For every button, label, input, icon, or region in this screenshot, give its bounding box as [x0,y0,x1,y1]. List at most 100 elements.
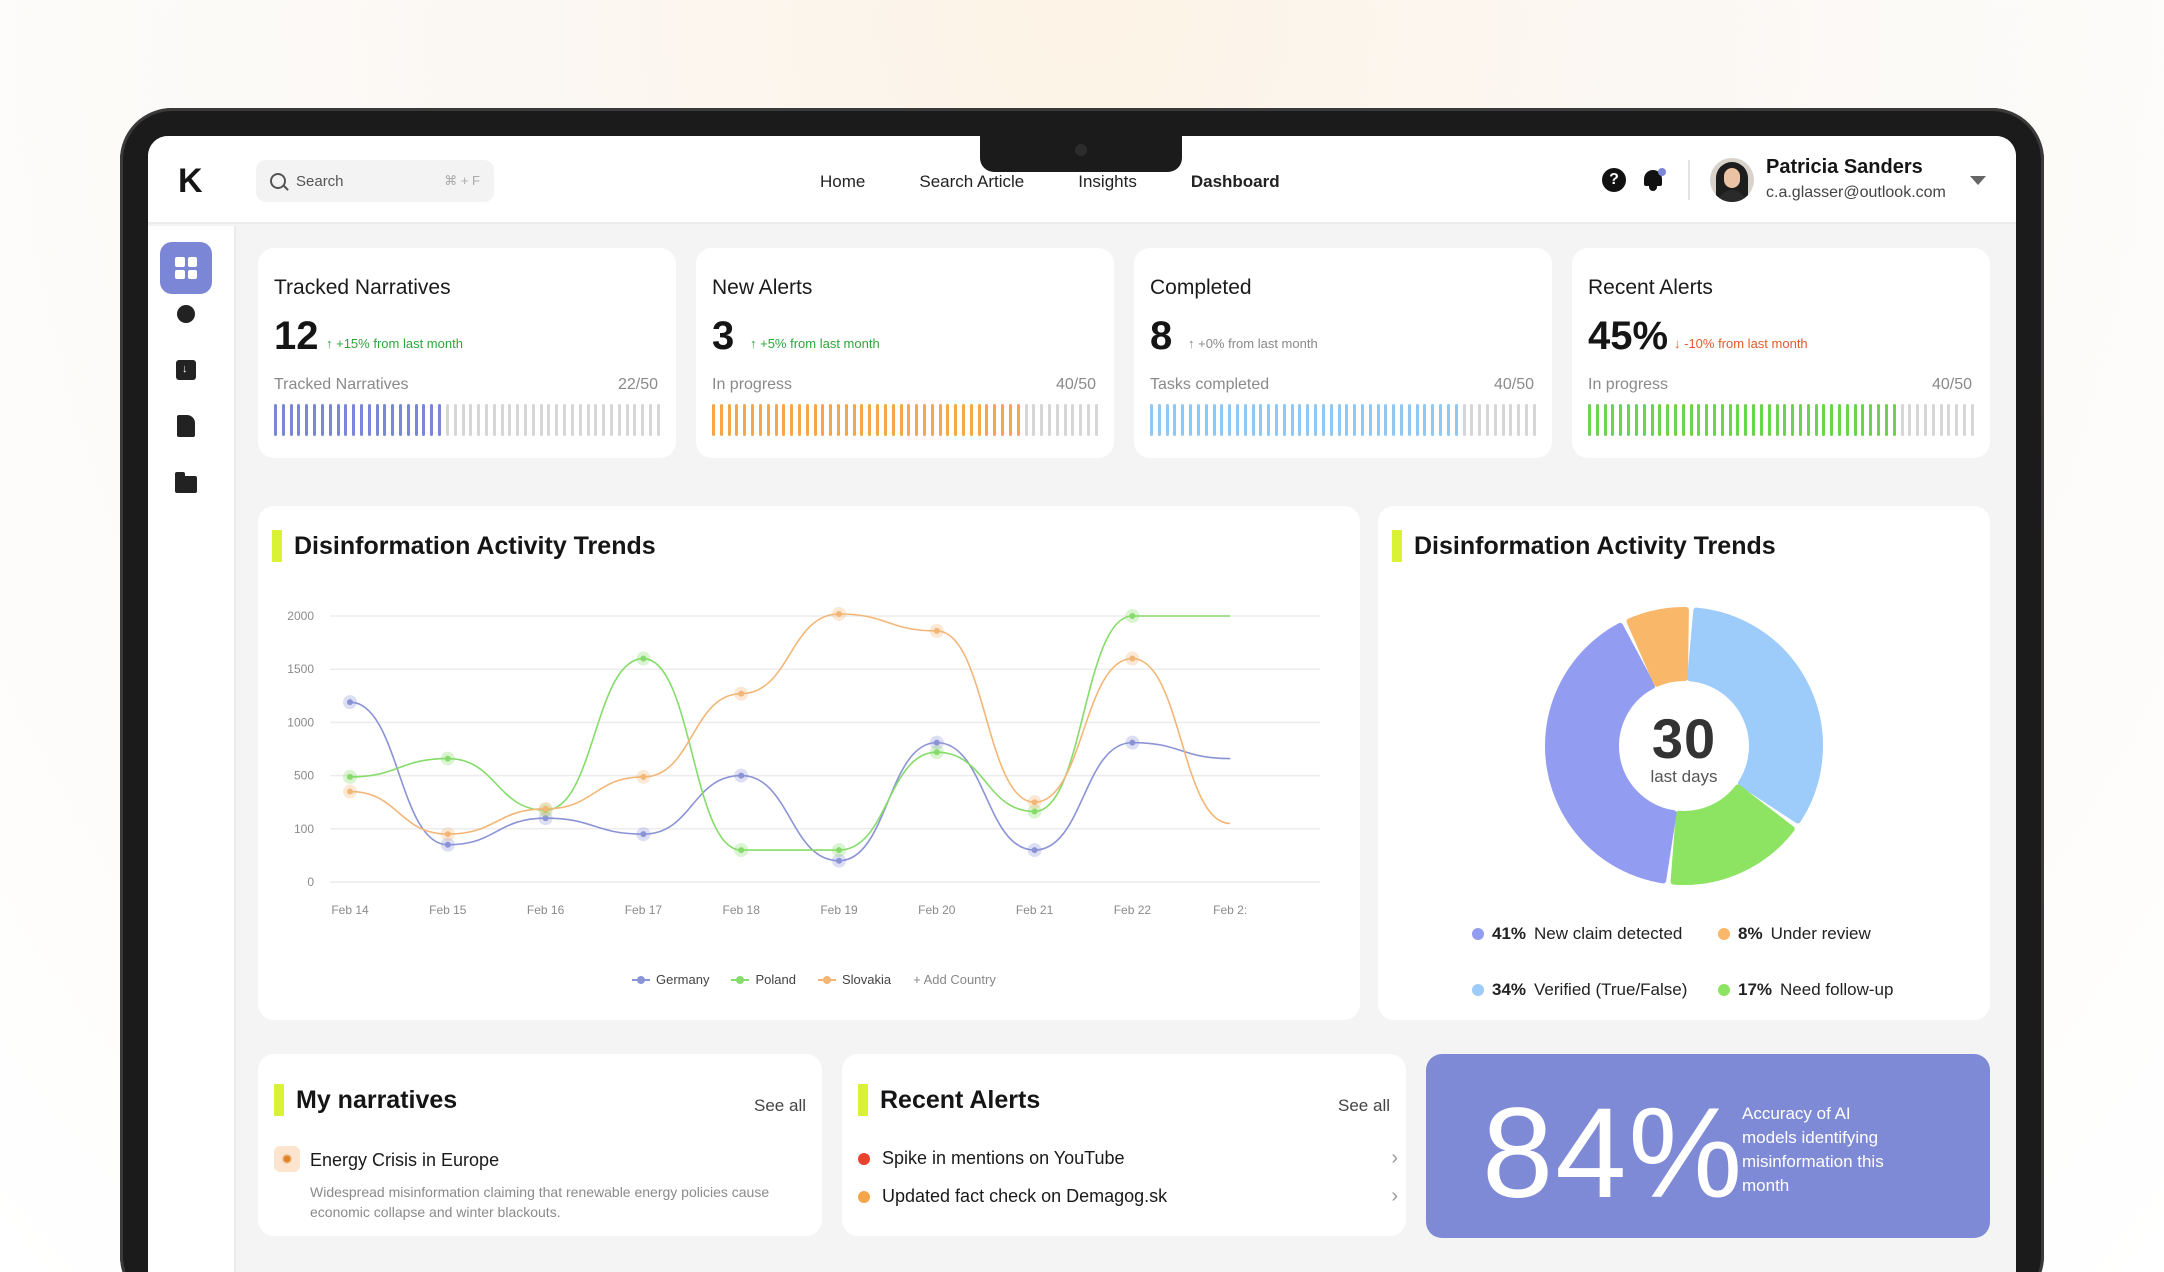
search-input[interactable]: Search ⌘ + F [256,160,494,202]
progress-tick [1884,404,1888,436]
data-point [933,627,940,634]
narrative-item-title[interactable]: Energy Crisis in Europe [310,1150,500,1170]
add-country-button[interactable]: + Add Country [913,972,996,987]
stat-card-completed[interactable]: Completed 8 ↑ +0% from last month Tasks … [1134,248,1552,458]
data-point [640,655,647,662]
pie-label: Need follow-up [1780,980,1894,999]
chevron-down-icon[interactable] [1970,176,1986,185]
progress-tick [602,404,606,436]
progress-tick [1454,404,1458,436]
search-placeholder: Search [296,172,344,190]
pie-legend-new-claim[interactable]: 41% New claim detected [1472,924,1682,944]
progress-tick [1650,404,1654,436]
avatar[interactable] [1710,158,1754,202]
sidebar-item-documents[interactable] [160,400,212,452]
pie-legend-verified[interactable]: 34% Verified (True/False) [1472,980,1687,1000]
x-tick-label: Feb 20 [918,903,956,917]
data-point [640,831,647,838]
nav-insights[interactable]: Insights [1078,172,1137,191]
stat-card-tracked[interactable]: Tracked Narratives 12 ↑ +15% from last m… [258,248,676,458]
progress-tick [1259,404,1263,436]
progress-tick [1462,404,1466,436]
progress-tick [1806,404,1810,436]
pie-legend-follow-up[interactable]: 17% Need follow-up [1718,980,1893,1000]
help-icon[interactable]: ? [1602,168,1626,192]
pie-legend-under-review[interactable]: 8% Under review [1718,924,1871,944]
data-point [640,773,647,780]
progress-tick [1329,404,1333,436]
legend-germany[interactable]: Germany [632,972,709,987]
progress-tick [469,404,473,436]
legend-poland[interactable]: Poland [731,972,796,987]
y-tick-label: 1500 [287,662,314,676]
progress-tick [1666,404,1670,436]
legend-slovakia[interactable]: Slovakia [817,972,891,987]
progress-tick [336,404,340,436]
progress-tick [1517,404,1521,436]
nav-search-article[interactable]: Search Article [919,172,1025,191]
nav-dashboard[interactable]: Dashboard [1190,172,1280,191]
data-point [347,788,353,795]
data-point [444,831,451,838]
data-point [347,699,353,706]
data-point [542,805,549,812]
progress-tick [1845,404,1849,436]
progress-tick [829,404,833,436]
progress-tick [656,404,660,436]
progress-tick [516,404,520,436]
sidebar-item-search[interactable] [160,288,212,340]
sidebar-item-dashboard[interactable] [160,242,212,294]
progress-tick [977,404,981,436]
progress-tick [422,404,426,436]
progress-tick [594,404,598,436]
alert-dot [858,1190,870,1203]
progress-tick [1360,404,1364,436]
narratives-see-all[interactable]: See all [754,1096,806,1115]
progress-tick [1493,404,1497,436]
progress-tick [985,404,989,436]
donut-chart[interactable] [1378,576,1990,916]
progress-tick [1251,404,1255,436]
donut-title-text: Disinformation Activity Trends [1414,531,1776,560]
trend-title-text: Disinformation Activity Trends [294,531,656,560]
progress-tick [1446,404,1450,436]
stat-card-new-alerts[interactable]: New Alerts 3 ↑ +5% from last month In pr… [696,248,1114,458]
progress-tick [281,404,285,436]
alert-row[interactable]: Updated fact check on Demagog.sk › [858,1185,1398,1207]
progress-tick [719,404,723,436]
app-logo[interactable]: K [178,162,203,200]
progress-tick [1532,404,1536,436]
y-tick-label: 500 [294,769,314,783]
progress-tick [1877,404,1881,436]
progress-tick [1970,404,1974,436]
progress-tick [1588,404,1591,436]
progress-tick [1040,404,1044,436]
stat-title: Completed [1150,276,1252,299]
progress-tick [1243,404,1247,436]
progress-tick [868,404,872,436]
sidebar-item-folders[interactable] [160,456,212,508]
chart-legend: Germany Poland Slovakia + Add Country [632,972,996,987]
search-shortcut: ⌘ + F [444,173,480,188]
x-tick-label: Feb 14 [331,903,369,917]
alert-row[interactable]: Spike in mentions on YouTube › [858,1147,1398,1169]
data-point [1031,847,1038,854]
progress-tick [1345,404,1349,436]
progress-tick [1094,404,1098,436]
alerts-see-all[interactable]: See all [1338,1096,1390,1115]
sidebar-item-archive[interactable] [160,344,212,396]
progress-tick [962,404,965,436]
bell-icon[interactable] [1642,168,1666,192]
progress-tick [633,404,637,436]
progress-tick [1478,404,1482,436]
progress-tick [852,404,856,436]
stat-card-recent-alerts[interactable]: Recent Alerts 45% ↓ -10% from last month… [1572,248,1990,458]
nav-home[interactable]: Home [820,172,866,191]
progress-tick [375,404,379,436]
series-line [349,613,1231,835]
progress-tick [1376,404,1380,436]
progress-tick [790,404,794,436]
progress-tick [570,404,574,436]
progress-tick [1032,404,1036,436]
